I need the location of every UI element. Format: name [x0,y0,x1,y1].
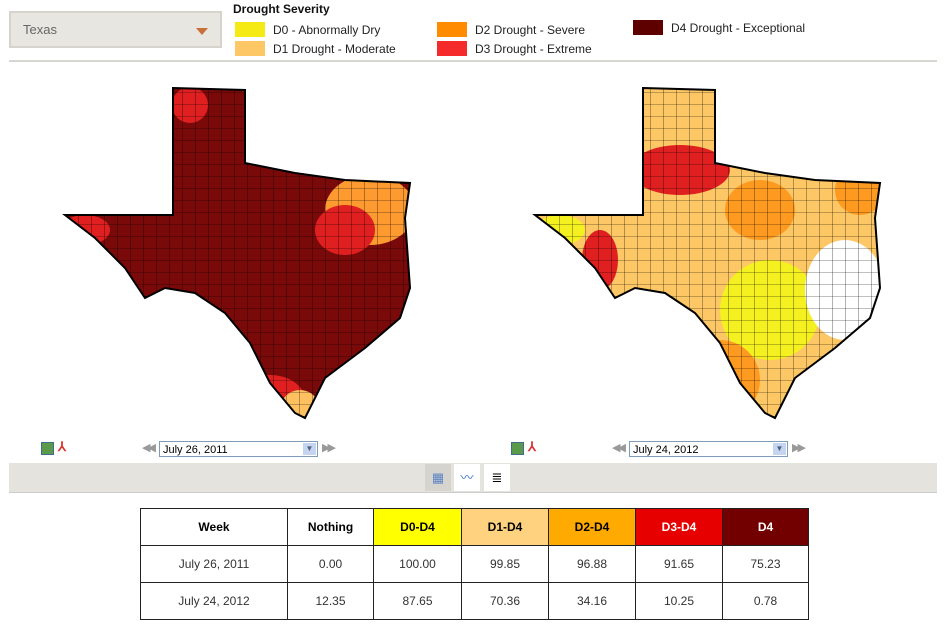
header-d0-d4: D0-D4 [373,508,462,546]
cell: 87.65 [373,582,462,620]
header-d4: D4 [722,508,809,546]
header-d3-d4: D3-D4 [635,508,723,546]
legend-item-d4: D4 Drought - Exceptional [633,20,805,35]
next-week-button[interactable]: ▶▶ [322,442,336,454]
cell-week: July 24, 2012 [140,582,288,620]
pdf-export-icon[interactable]: ⅄ [528,439,536,454]
drought-maps [64,87,881,419]
cell: 96.88 [548,545,636,583]
chevron-down-icon: ▼ [303,443,316,455]
legend-item-d1: D1 Drought - Moderate [235,41,396,56]
cell: 75.23 [722,545,809,583]
map-2012 [535,88,880,418]
table-header-row: Week Nothing D0-D4 D1-D4 D2-D4 D3-D4 D4 [140,508,809,546]
cell: 0.00 [287,545,374,583]
region-select-value: Texas [23,22,57,37]
cell: 34.16 [548,582,636,620]
chart-view-icon[interactable]: 〰 [454,464,480,491]
table-row: July 24, 2012 12.35 87.65 70.36 34.16 10.25 0.… [140,582,809,620]
pdf-export-icon[interactable]: ⅄ [58,439,66,454]
drought-statistics-table: Week Nothing D0-D4 D1-D4 D2-D4 D3-D4 D4 … [140,508,809,620]
header-nothing: Nothing [287,508,374,546]
image-export-icon[interactable] [511,442,524,455]
text-view-icon[interactable]: ≣ [484,464,510,491]
cell: 100.00 [373,545,462,583]
dropdown-arrow-icon [196,28,208,35]
region-select[interactable]: Texas [9,11,222,48]
header-d2-d4: D2-D4 [548,508,636,546]
table-view-icon[interactable]: ▦ [425,464,451,491]
header-d1-d4: D1-D4 [461,508,549,546]
cell: 12.35 [287,582,374,620]
cell: 70.36 [461,582,549,620]
image-export-icon[interactable] [41,442,54,455]
chevron-down-icon: ▼ [773,443,786,455]
legend-item-d3: D3 Drought - Extreme [437,41,592,56]
cell-week: July 26, 2011 [140,545,288,583]
table-row: July 26, 2011 0.00 100.00 99.85 96.88 91.65 75… [140,545,809,583]
previous-week-button[interactable]: ◀◀ [142,442,156,454]
divider [9,60,937,62]
next-week-button[interactable]: ▶▶ [792,442,806,454]
view-toolbar: ▦ 〰 ≣ [9,463,937,493]
legend-item-d0: D0 - Abnormally Dry [235,22,380,37]
cell: 10.25 [635,582,723,620]
cell: 0.78 [722,582,809,620]
legend-item-d2: D2 Drought - Severe [437,22,585,37]
cell: 91.65 [635,545,723,583]
header-week: Week [140,508,288,546]
left-date-select[interactable]: July 26, 2011 ▼ [159,441,318,457]
legend-title: Drought Severity [233,2,330,16]
cell: 99.85 [461,545,549,583]
map-2011 [65,88,410,418]
right-date-select[interactable]: July 24, 2012 ▼ [629,441,788,457]
previous-week-button[interactable]: ◀◀ [612,442,626,454]
